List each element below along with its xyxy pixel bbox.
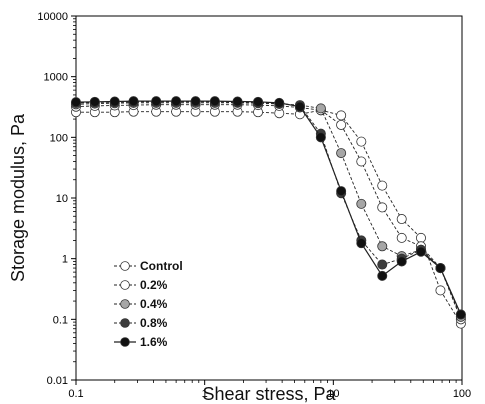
x-tick-label: 1 [202, 388, 208, 400]
y-tick-label: 10 [56, 193, 68, 205]
y-tick-label: 0.1 [53, 314, 68, 326]
data-point [336, 186, 347, 197]
x-tick-label: 100 [453, 388, 471, 400]
data-point [209, 96, 220, 107]
legend-label: 1.6% [140, 335, 168, 349]
data-point [336, 110, 347, 121]
data-point [128, 96, 139, 107]
data-point [171, 96, 182, 107]
legend-marker [120, 261, 130, 271]
data-point [356, 156, 367, 167]
data-point [232, 96, 243, 107]
data-point [315, 132, 326, 143]
legend-marker [120, 280, 130, 290]
data-point [336, 119, 347, 130]
x-tick-label: 0.1 [68, 388, 83, 400]
legend-marker [120, 337, 130, 347]
data-point [190, 96, 201, 107]
data-point [415, 246, 426, 257]
data-point [151, 96, 162, 107]
legend: Control 0.2% 0.4% 0.8% 1.6% [114, 259, 183, 349]
series-layer [71, 96, 466, 329]
legend-marker [120, 299, 130, 309]
y-tick-label: 1000 [44, 72, 68, 84]
data-point [356, 136, 367, 147]
x-tick-label: 10 [327, 388, 339, 400]
data-point [253, 96, 264, 107]
plot-area [75, 15, 463, 381]
legend-label: 0.2% [140, 278, 168, 292]
data-point [377, 259, 388, 270]
y-axis-title: Storage modulus, Pa [8, 113, 28, 282]
legend-label: 0.8% [140, 316, 168, 330]
data-point [377, 180, 388, 191]
data-point [89, 96, 100, 107]
data-point [455, 309, 466, 320]
y-tick-label: 1 [62, 254, 68, 266]
x-axis-title: Shear stress, Pa [202, 384, 336, 404]
data-point [294, 101, 305, 112]
data-point [274, 97, 285, 108]
data-point [109, 96, 120, 107]
data-point [71, 97, 82, 108]
y-tick-label: 10000 [37, 11, 68, 23]
series-5 [71, 96, 466, 320]
legend-label: Control [140, 259, 183, 273]
legend-label: 0.4% [140, 297, 168, 311]
data-point [356, 198, 367, 209]
data-point [377, 241, 388, 252]
data-point [356, 238, 367, 249]
data-point [396, 232, 407, 243]
legend-marker [120, 318, 130, 328]
data-point [415, 232, 426, 243]
data-point [435, 263, 446, 274]
data-point [336, 148, 347, 159]
data-point [396, 256, 407, 267]
data-point [435, 285, 446, 296]
data-point [377, 202, 388, 213]
y-tick-label: 100 [50, 132, 68, 144]
data-point [315, 103, 326, 114]
y-tick-label: 0.01 [47, 375, 68, 387]
data-point [396, 214, 407, 225]
data-point [377, 270, 388, 281]
